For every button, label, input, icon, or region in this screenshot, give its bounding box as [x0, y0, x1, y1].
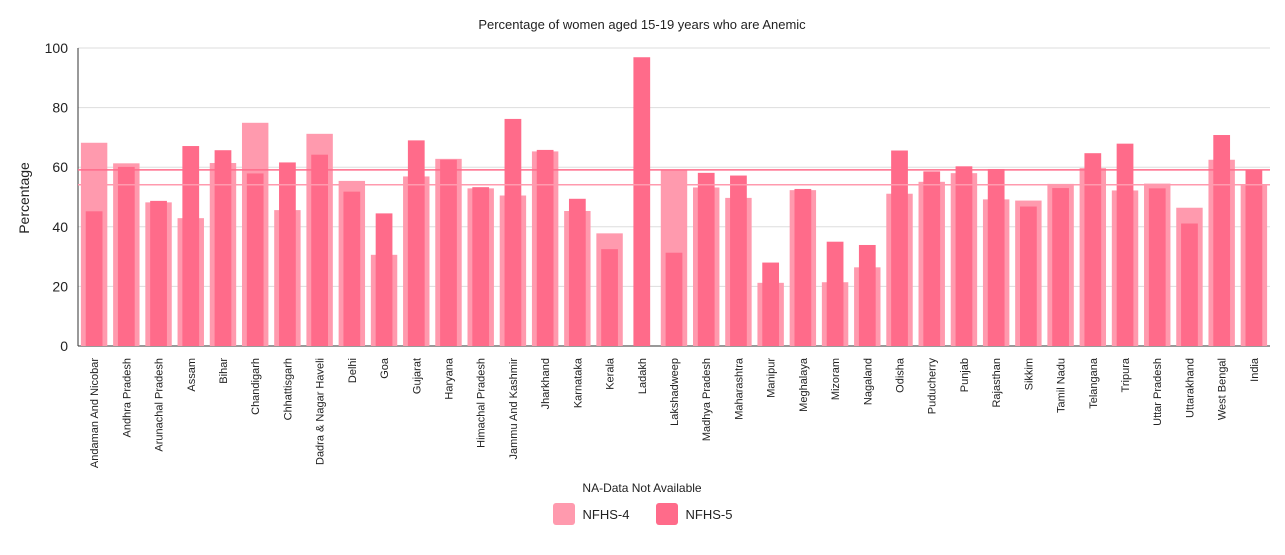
bar-nfhs-5[interactable] — [150, 200, 167, 346]
y-tick-label: 20 — [52, 278, 68, 294]
bar-nfhs-5[interactable] — [633, 57, 651, 346]
y-tick-label: 80 — [52, 100, 68, 116]
bar-nfhs-5[interactable] — [923, 171, 941, 346]
bar-nfhs-5[interactable] — [343, 191, 361, 346]
bar-nfhs-5[interactable] — [311, 154, 328, 346]
x-tick-label: Andhra Pradesh — [121, 358, 133, 438]
x-tick-label: Assam — [186, 358, 198, 392]
x-tick-label: Jharkhand — [540, 358, 552, 409]
x-tick-label: Andaman And Nicobar — [89, 358, 101, 468]
x-tick-label: Sikkim — [1023, 358, 1035, 390]
bar-nfhs-5[interactable] — [1020, 206, 1037, 346]
bar-nfhs-5[interactable] — [858, 244, 876, 346]
x-tick-label: Dadra & Nagar Haveli — [315, 358, 327, 465]
legend-item-nfhs-4[interactable]: NFHS-4 — [552, 503, 630, 525]
bar-nfhs-5[interactable] — [117, 166, 135, 346]
x-tick-label: Telangana — [1088, 357, 1100, 409]
y-tick-label: 60 — [52, 159, 68, 175]
legend: NFHS-4 NFHS-5 — [0, 503, 1285, 525]
x-tick-label: Haryana — [443, 357, 455, 399]
bar-nfhs-5[interactable] — [1148, 188, 1166, 346]
x-tick-label: Odisha — [895, 357, 907, 393]
x-tick-label: Uttar Pradesh — [1152, 358, 1164, 426]
bar-nfhs-5[interactable] — [85, 211, 103, 346]
bar-nfhs-5[interactable] — [1245, 169, 1263, 346]
chart-title: Percentage of women aged 15-19 years who… — [478, 17, 806, 32]
bar-nfhs-5[interactable] — [1084, 153, 1102, 346]
x-tick-label: Punjab — [959, 358, 971, 392]
y-axis-label: Percentage — [16, 162, 32, 234]
y-tick-label: 40 — [52, 219, 68, 235]
x-tick-label: Tripura — [1120, 357, 1132, 392]
x-axis-ticks: Andaman And Nicobar Andhra Pradesh Arunach… — [89, 357, 1261, 468]
bar-nfhs-5[interactable] — [440, 159, 457, 346]
y-axis-ticks: 0 20 40 60 80 100 — [45, 40, 69, 354]
bar-nfhs-5[interactable] — [568, 198, 586, 346]
x-tick-label: Uttarakhand — [1184, 358, 1196, 418]
x-tick-label: India — [1249, 357, 1261, 382]
y-tick-label: 100 — [45, 40, 69, 56]
x-tick-label: Rajasthan — [991, 358, 1003, 408]
bar-nfhs-5[interactable] — [697, 172, 715, 346]
x-tick-label: Gujarat — [411, 358, 423, 394]
x-tick-label: Chhattisgarh — [282, 358, 294, 420]
legend-label-nfhs-5: NFHS-5 — [685, 506, 733, 522]
x-tick-label: Bihar — [218, 358, 230, 384]
bar-nfhs-5[interactable] — [601, 249, 618, 346]
chart-note: NA-Data Not Available — [582, 481, 702, 495]
bar-nfhs-5[interactable] — [665, 252, 683, 346]
bar-nfhs-5[interactable] — [472, 187, 490, 346]
x-tick-label: Puducherry — [927, 358, 939, 415]
average-lines — [78, 169, 1270, 186]
x-tick-label: Maharashtra — [733, 357, 745, 420]
x-tick-label: West Bengal — [1217, 358, 1229, 420]
x-tick-label: Himachal Pradesh — [476, 358, 488, 448]
bar-nfhs-5[interactable] — [536, 149, 554, 346]
bar-nfhs-5[interactable] — [1181, 223, 1198, 346]
bar-nfhs-5[interactable] — [214, 150, 232, 346]
bar-nfhs-5[interactable] — [375, 213, 393, 346]
bars — [80, 57, 1268, 346]
bar-nfhs-5[interactable] — [891, 150, 908, 346]
bar-nfhs-5[interactable] — [987, 168, 1005, 346]
bar-nfhs-5[interactable] — [826, 241, 844, 346]
bar-nfhs-5[interactable] — [955, 166, 973, 346]
legend-swatch-nfhs-5 — [655, 503, 678, 525]
x-tick-label: Delhi — [347, 358, 359, 383]
bar-nfhs-5[interactable] — [504, 118, 522, 346]
x-tick-label: Mizoram — [830, 358, 842, 400]
x-tick-label: Arunachal Pradesh — [154, 358, 166, 452]
x-tick-label: Madhya Pradesh — [701, 358, 713, 441]
x-tick-label: Karnataka — [572, 357, 584, 408]
x-tick-label: Nagaland — [862, 358, 874, 405]
bar-nfhs-5[interactable] — [1116, 143, 1134, 346]
legend-label-nfhs-4: NFHS-4 — [582, 506, 630, 522]
x-tick-label: Kerala — [605, 357, 617, 390]
x-tick-label: Jammu And Kashmir — [508, 358, 520, 460]
bar-nfhs-5[interactable] — [182, 146, 200, 346]
bar-nfhs-5[interactable] — [1052, 188, 1069, 346]
x-tick-label: Chandigarh — [250, 358, 262, 415]
bar-nfhs-5[interactable] — [279, 162, 296, 346]
y-tick-label: 0 — [60, 338, 68, 354]
x-tick-label: Meghalaya — [798, 357, 810, 412]
legend-swatch-nfhs-4 — [552, 503, 575, 525]
x-tick-label: Ladakh — [637, 358, 649, 394]
x-tick-label: Tamil Nadu — [1056, 358, 1068, 413]
bar-nfhs-5[interactable] — [407, 140, 425, 346]
legend-item-nfhs-5[interactable]: NFHS-5 — [655, 503, 733, 525]
bar-nfhs-5[interactable] — [762, 262, 780, 346]
bar-nfhs-5[interactable] — [730, 175, 747, 346]
bar-nfhs-5[interactable] — [246, 173, 264, 346]
bar-nfhs-5[interactable] — [1213, 135, 1231, 346]
bar-nfhs-5[interactable] — [794, 188, 812, 346]
x-tick-label: Goa — [379, 357, 391, 379]
x-tick-label: Lakshadweep — [669, 358, 681, 426]
x-tick-label: Manipur — [766, 358, 778, 398]
